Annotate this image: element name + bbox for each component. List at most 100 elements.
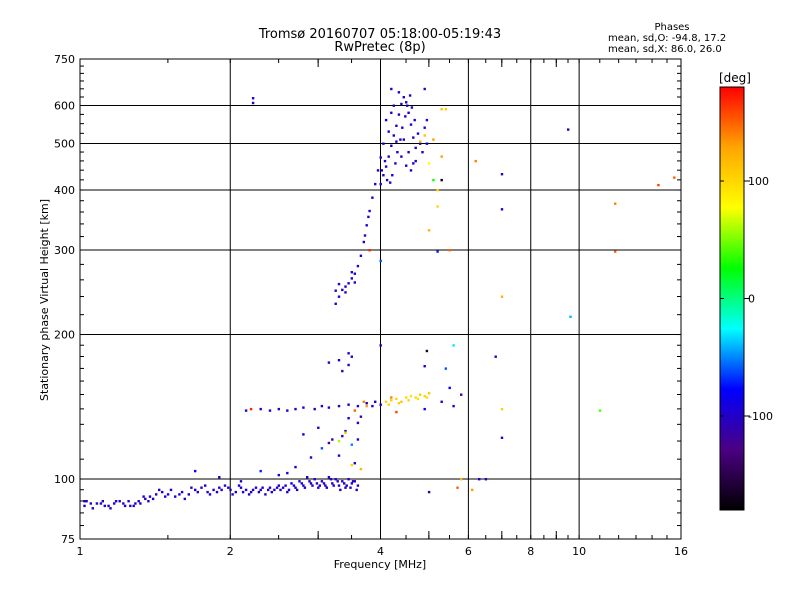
data-point: [241, 490, 245, 494]
data-point: [368, 249, 371, 252]
data-point: [334, 289, 337, 292]
data-point: [440, 108, 443, 111]
data-point: [452, 344, 455, 347]
data-point: [239, 480, 243, 483]
data-point: [374, 400, 377, 403]
data-point: [164, 495, 167, 498]
data-point: [484, 478, 488, 481]
data-point: [494, 355, 497, 358]
data-point: [387, 155, 390, 158]
data-point: [158, 488, 161, 492]
data-point: [85, 500, 88, 503]
data-point: [379, 182, 382, 186]
data-point: [336, 480, 339, 483]
data-point: [384, 400, 388, 403]
data-point: [423, 365, 426, 368]
data-point: [302, 433, 305, 436]
data-point: [374, 182, 377, 186]
x-tick-label: 4: [377, 545, 384, 558]
data-point: [101, 500, 104, 503]
data-point: [339, 488, 342, 492]
data-point: [134, 502, 137, 505]
y-tick-label: 500: [54, 138, 75, 151]
data-point: [460, 478, 463, 481]
data-point: [122, 502, 125, 505]
data-point: [410, 106, 414, 109]
data-point: [500, 208, 504, 211]
data-point: [440, 400, 443, 403]
data-point: [349, 486, 352, 489]
data-point: [308, 480, 311, 483]
data-point: [407, 399, 410, 402]
data-point: [337, 454, 341, 457]
data-point: [423, 134, 426, 137]
data-point: [194, 488, 197, 492]
data-point: [500, 407, 504, 411]
data-point: [401, 126, 404, 129]
data-point: [500, 173, 504, 176]
data-point: [313, 407, 316, 411]
data-point: [474, 159, 477, 163]
data-point: [397, 91, 401, 94]
data-point: [387, 130, 390, 133]
data-point: [444, 367, 447, 370]
data-point: [440, 155, 443, 158]
data-point: [416, 132, 420, 135]
data-point: [412, 136, 415, 139]
data-point: [249, 490, 253, 494]
data-point: [440, 178, 443, 182]
data-point: [376, 169, 380, 172]
data-point: [350, 355, 353, 358]
data-points: [83, 87, 676, 510]
data-point: [448, 386, 451, 390]
data-point: [83, 504, 86, 508]
data-point: [264, 493, 267, 496]
data-point: [397, 402, 401, 405]
data-point: [147, 500, 150, 503]
chart-subtitle: RwPretec (8p): [334, 40, 426, 55]
data-point: [657, 183, 660, 187]
data-point: [379, 403, 382, 406]
y-tick-label: 750: [54, 53, 75, 66]
data-point: [324, 484, 327, 487]
data-point: [344, 291, 347, 294]
data-point: [277, 473, 280, 477]
data-point: [215, 490, 219, 494]
data-point: [460, 393, 463, 396]
data-point: [353, 480, 356, 483]
data-point: [341, 288, 344, 292]
data-point: [423, 407, 426, 411]
data-point: [91, 507, 94, 510]
data-point: [277, 484, 280, 487]
data-point: [382, 142, 385, 145]
data-point: [416, 397, 420, 401]
data-point: [315, 482, 319, 485]
data-point: [302, 484, 305, 487]
data-point: [367, 215, 370, 219]
data-point: [334, 302, 337, 305]
data-point: [334, 478, 337, 481]
data-point: [500, 436, 504, 439]
data-point: [347, 417, 350, 420]
data-point: [204, 484, 207, 487]
data-point: [427, 229, 431, 232]
data-point: [385, 178, 389, 182]
data-point: [218, 486, 221, 489]
y-tick-label: 100: [54, 473, 75, 486]
data-point: [353, 462, 356, 465]
data-point: [343, 482, 346, 485]
data-point: [223, 484, 227, 487]
data-point: [109, 507, 112, 510]
data-point: [419, 393, 422, 396]
data-point: [294, 407, 297, 411]
data-point: [292, 484, 296, 487]
chart-title: Tromsø 20160707 05:18:00-05:19:43: [258, 27, 502, 42]
data-point: [425, 142, 429, 145]
data-point: [402, 96, 405, 99]
data-point: [166, 493, 170, 496]
data-point: [190, 486, 193, 489]
data-point: [419, 142, 422, 145]
data-point: [331, 482, 334, 485]
data-point: [356, 438, 360, 441]
